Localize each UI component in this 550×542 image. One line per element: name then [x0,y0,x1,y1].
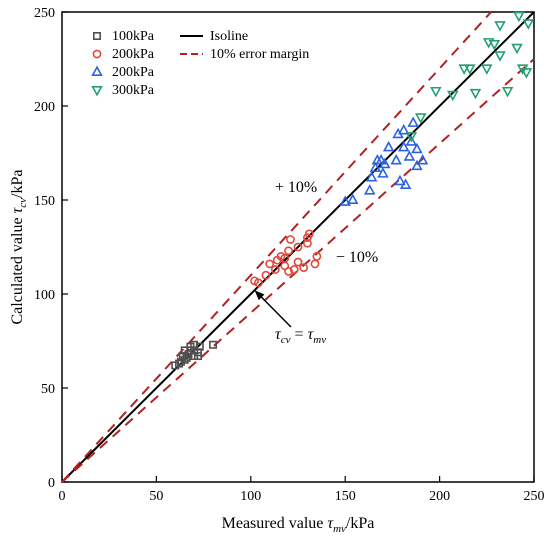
data-point-series-3 [365,170,378,182]
plus-10-label: + 10% [275,179,317,196]
data-point-series-4 [494,51,506,62]
data-point-series-4 [511,43,523,55]
x-tick-label: 50 [149,489,163,504]
data-point-series-3 [382,140,395,152]
data-point-series-3 [397,140,410,152]
data-point-series-2 [293,242,303,252]
x-axis-title: Measured value τmv/kPa [222,515,375,535]
annotations: + 10% − 10% τcv = τmv [254,179,378,346]
data-point-series-3 [346,193,359,204]
data-point-series-1 [195,342,204,351]
data-point-series-1 [209,340,218,349]
data-point-series-3 [339,195,351,206]
y-tick-label: 0 [48,476,55,491]
y-tick-label: 50 [41,382,55,397]
x-tick-label: 200 [429,489,450,504]
x-tick-label: 100 [240,489,261,504]
data-point-series-2 [265,259,275,269]
data-point-series-2 [312,251,322,261]
legend: 100kPa 200kPa 200kPa 300kPa Isoline 10% error… [91,29,309,98]
legend-label: 10% error margin [210,47,309,62]
minus-10-label: − 10% [336,249,378,266]
data-point-series-2 [299,263,309,273]
data-point-series-4 [488,39,501,51]
legend-label: 300kPa [112,83,155,98]
data-point-series-3 [399,178,412,189]
data-point-series-2 [304,229,314,239]
data-point-series-4 [513,11,525,23]
data-point-series-3 [363,184,376,195]
annotation-arrow-head [254,290,265,301]
y-axis-title: Calculated value τcv/kPa [9,169,29,324]
data-point-series-4 [430,86,442,98]
data-point-series-3 [375,154,387,165]
data-point-series-3 [403,150,416,161]
data-point-series-3 [397,123,410,135]
legend-label: 200kPa [112,47,155,62]
x-tick-label: 150 [335,489,356,504]
data-point-series-4 [447,90,459,102]
legend-marker [93,31,102,40]
data-point-series-3 [411,142,423,154]
isoline [61,11,535,483]
data-point-series-2 [280,253,290,263]
y-tick-label: 250 [34,6,55,21]
legend-label: 100kPa [112,29,155,44]
data-point-series-2 [289,265,299,274]
legend-marker [91,86,103,97]
data-point-series-3 [394,174,406,186]
data-point-series-4 [458,64,470,75]
data-point-series-2 [261,270,271,280]
data-point-series-4 [494,21,506,32]
data-point-series-4 [481,64,493,75]
data-point-series-3 [377,167,389,178]
data-point-series-3 [405,135,418,146]
data-point-series-2 [293,257,303,267]
legend-label: 200kPa [112,65,155,80]
data-point-series-4 [414,113,427,124]
data-point-series-3 [390,154,402,165]
data-point-series-2 [284,267,293,276]
reference-lines [61,11,535,483]
legend-marker [92,49,102,59]
y-tick-label: 150 [34,194,55,209]
x-tick-label: 0 [59,489,66,504]
x-tick-label: 250 [524,489,545,504]
data-point-series-2 [270,265,280,274]
data-point-series-2 [253,278,263,288]
data-point-series-3 [369,161,382,173]
lower-error-line [61,58,535,483]
legend-label: Isoline [210,29,248,44]
data-point-series-4 [469,88,482,100]
data-point-series-4 [501,86,514,98]
data-point-series-4 [522,19,535,30]
data-point-series-2 [303,238,312,248]
data-point-series-3 [379,157,391,169]
data-point-series-4 [464,64,476,75]
data-point-series-4 [405,132,418,143]
data-point-series-3 [416,154,429,165]
axes: 0 50 100 150 200 250 0 50 100 150 200 250 Measured v… [9,6,545,535]
legend-marker [91,65,103,76]
y-tick-label: 100 [34,288,55,303]
data-point-series-3 [407,116,419,127]
data-point-series-2 [284,246,293,256]
data-point-series-4 [520,68,533,79]
equation-label: τcv = τmv [275,326,326,346]
annotation-arrow-line [257,292,292,328]
data-point-series-2 [286,235,295,244]
upper-error-line [61,11,492,483]
y-tick-label: 200 [34,100,55,115]
data-points [171,11,535,370]
data-point-series-3 [411,159,423,171]
